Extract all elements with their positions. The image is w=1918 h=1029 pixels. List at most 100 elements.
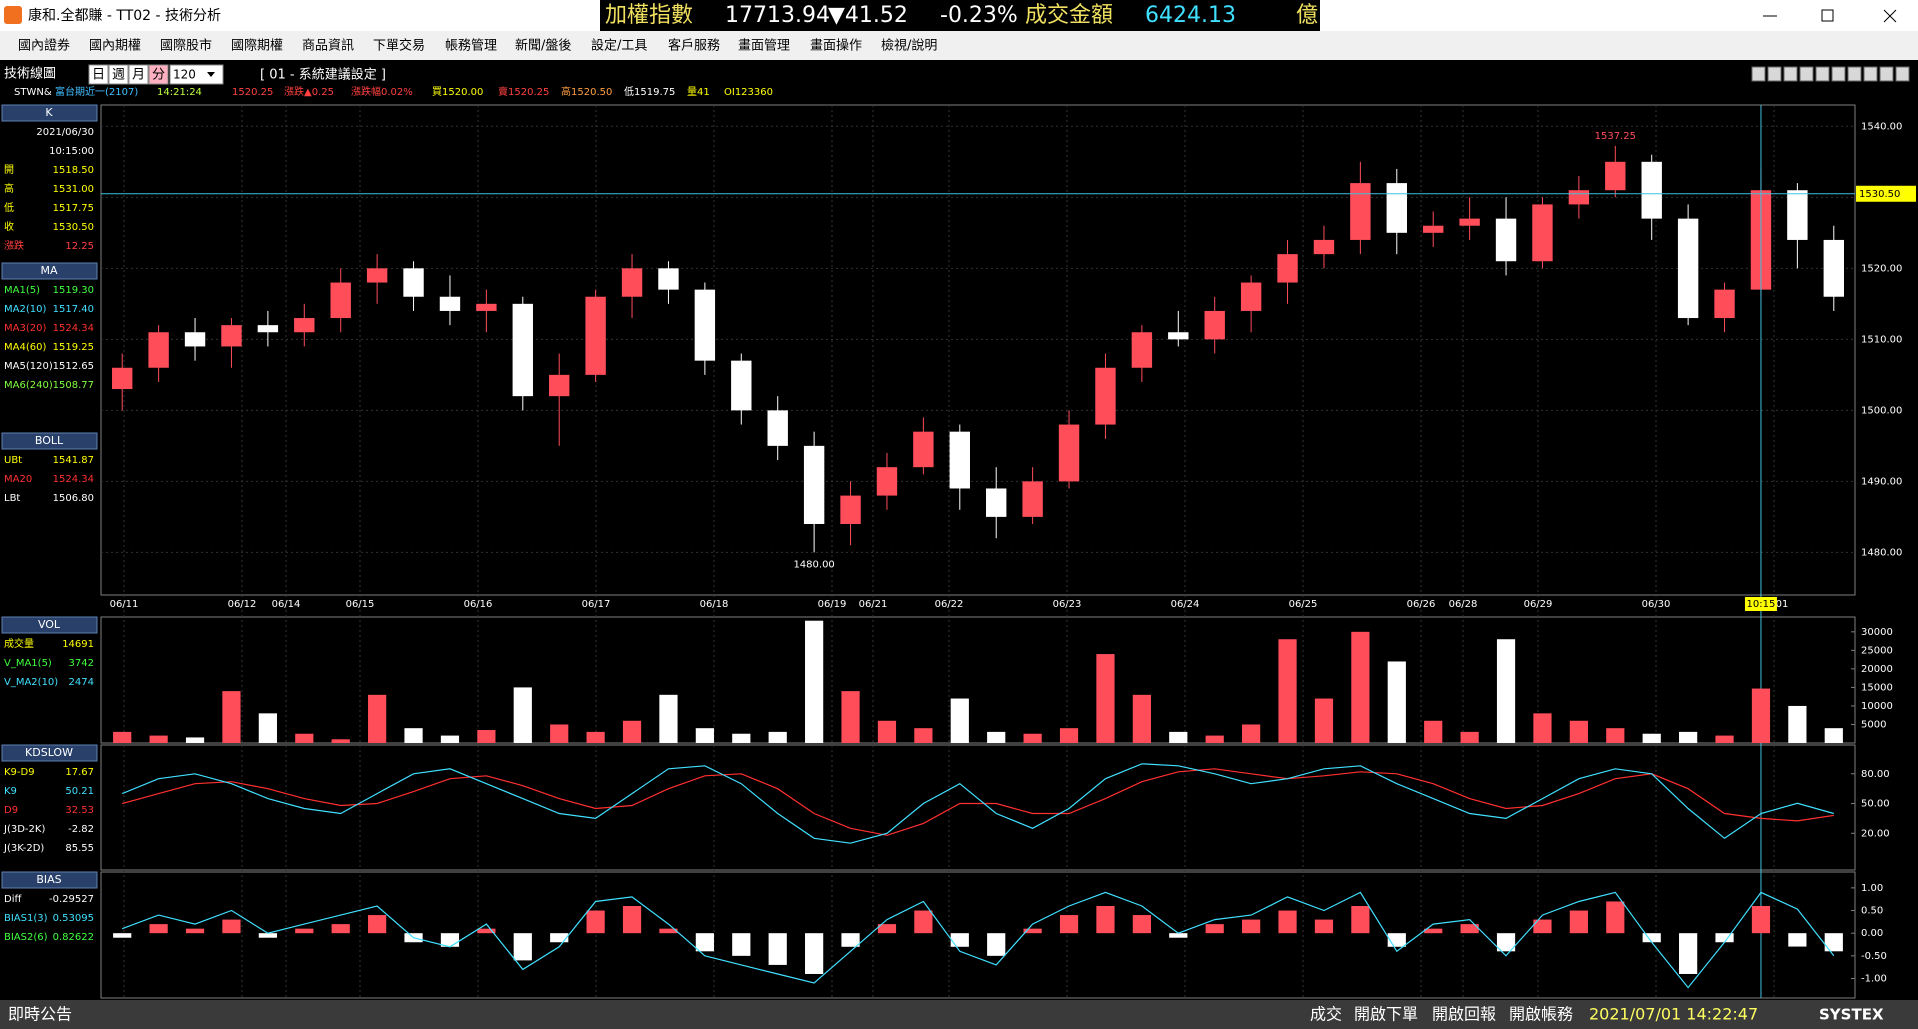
- quote-item: OI123360: [724, 87, 773, 98]
- legend-header: [1, 616, 98, 634]
- period-label[interactable]: 週: [112, 68, 125, 83]
- candle-body: [621, 268, 643, 297]
- menu-item[interactable]: 國際股市: [160, 38, 212, 54]
- candle-body: [767, 410, 788, 446]
- tool-icon[interactable]: [1863, 66, 1878, 82]
- y-tick-label: 0.50: [1861, 906, 1883, 917]
- menu-item[interactable]: 下單交易: [373, 38, 425, 54]
- legend-label: BIAS1(3): [4, 913, 48, 924]
- period-button[interactable]: [88, 64, 109, 85]
- menu-item[interactable]: 國內證券: [18, 38, 70, 54]
- candle-body: [1313, 239, 1335, 255]
- volume-bar: [258, 713, 277, 743]
- date-label: 06/18: [700, 599, 729, 610]
- tool-icon[interactable]: [1767, 66, 1782, 82]
- status-button[interactable]: 成交: [1310, 1005, 1342, 1024]
- candle-body: [1495, 218, 1517, 262]
- menu-item[interactable]: 商品資訊: [302, 39, 354, 54]
- close-button[interactable]: [1883, 9, 1897, 23]
- volume-bar: [222, 691, 241, 743]
- diff-bar: [1278, 910, 1297, 934]
- count-value[interactable]: 120: [173, 68, 196, 82]
- menu-item[interactable]: 帳務管理: [445, 39, 497, 54]
- tool-icon[interactable]: [1751, 66, 1766, 82]
- low-annotation: 1480.00: [793, 559, 834, 570]
- volume-bar: [1460, 731, 1479, 743]
- legend-header: [1, 744, 98, 762]
- volume-bar: [185, 737, 205, 743]
- notice[interactable]: 即時公告: [8, 1005, 72, 1024]
- period-button[interactable]: [108, 64, 129, 85]
- tool-icon[interactable]: [1879, 66, 1894, 82]
- period-label[interactable]: 分: [152, 68, 165, 83]
- menu-item[interactable]: 新聞/盤後: [515, 38, 571, 54]
- period-button[interactable]: [128, 64, 149, 85]
- candle-body: [1058, 424, 1080, 482]
- candle-body: [1459, 218, 1480, 226]
- menu-item[interactable]: 國內期權: [89, 39, 141, 54]
- legend-label: MA1(5): [4, 285, 40, 296]
- menu: 國內證券 國內期權 國際股市 國際期權 商品資訊 下單交易 帳務管理 新聞/盤後 設定/工具 客戶…: [18, 38, 937, 54]
- candle-body: [986, 488, 1007, 517]
- volume-bar: [113, 731, 132, 743]
- candle-body: [1350, 183, 1371, 240]
- high-annotation: 1537.25: [1595, 131, 1636, 142]
- menu-item[interactable]: 畫面管理: [738, 39, 790, 54]
- period-button[interactable]: [148, 64, 169, 85]
- candle-body: [549, 374, 570, 397]
- date-label: 06/15: [346, 599, 375, 610]
- y-tick-label: 1480.00: [1861, 547, 1902, 558]
- diff-bar: [1424, 928, 1443, 934]
- status-button[interactable]: 開啟帳務: [1509, 1005, 1573, 1024]
- diff-bar: [113, 933, 132, 938]
- status-button[interactable]: 開啟回報: [1432, 1005, 1496, 1024]
- tool-icon[interactable]: [1895, 66, 1910, 82]
- volume-bar: [331, 739, 350, 743]
- menu-item[interactable]: 檢視/說明: [881, 38, 937, 54]
- tool-icon[interactable]: [1799, 66, 1814, 82]
- date-label: 06/28: [1449, 599, 1478, 610]
- setting-label[interactable]: [ 01 - 系統建議設定 ]: [260, 67, 386, 83]
- candle-body: [1677, 218, 1699, 319]
- period-label[interactable]: 月: [132, 68, 145, 83]
- volume-bar: [1132, 694, 1151, 743]
- cursor-price-box: [1856, 185, 1916, 202]
- quote-item: 低1519.75: [624, 85, 675, 98]
- diff-bar: [1533, 919, 1552, 934]
- legend-value: 1519.30: [53, 285, 94, 296]
- tool-icon[interactable]: [1815, 66, 1830, 82]
- menu-item[interactable]: 國際期權: [231, 39, 283, 54]
- tool-icon[interactable]: [1783, 66, 1798, 82]
- menu-item[interactable]: 設定/工具: [591, 38, 647, 54]
- volume-bar: [368, 694, 387, 743]
- candle-body: [1386, 183, 1407, 233]
- diff-bar: [841, 933, 860, 947]
- period-label[interactable]: 日: [92, 68, 105, 83]
- legend-header: [1, 104, 98, 122]
- status-bar: [0, 1000, 1918, 1029]
- volume-bar: [1278, 639, 1297, 743]
- candle-body: [1131, 332, 1153, 368]
- candle-body: [1022, 481, 1043, 517]
- y-tick-label: 20.00: [1861, 828, 1890, 839]
- tool-icon[interactable]: [1831, 66, 1846, 82]
- count-select[interactable]: [169, 64, 224, 85]
- volume-bar: [1424, 720, 1443, 743]
- candle-body: [403, 268, 424, 297]
- d9-line: [122, 768, 1834, 836]
- candle-body: [694, 289, 716, 361]
- candle-body: [1240, 282, 1262, 311]
- y-tick-label: -0.50: [1861, 951, 1887, 962]
- date-label: 06/24: [1171, 599, 1200, 610]
- legend-value: 1541.87: [53, 455, 94, 466]
- restore-button[interactable]: [1821, 9, 1834, 22]
- legend-label: V_MA2(10): [4, 677, 58, 688]
- volume-bar: [1242, 724, 1261, 743]
- menu-item[interactable]: 畫面操作: [810, 38, 862, 54]
- volume-bar: [695, 728, 714, 743]
- status-button[interactable]: 開啟下單: [1354, 1005, 1418, 1024]
- volume-bar: [513, 687, 532, 743]
- tool-icon[interactable]: [1847, 66, 1862, 82]
- menu-item[interactable]: 客戶服務: [668, 38, 720, 54]
- y-tick-label: 80.00: [1861, 769, 1890, 780]
